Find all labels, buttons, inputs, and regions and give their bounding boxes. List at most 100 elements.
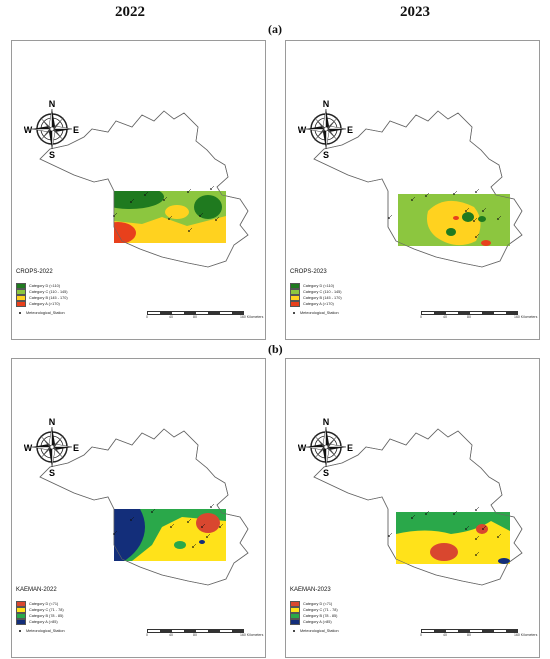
station-marker xyxy=(187,518,192,523)
compass-north-label: N xyxy=(323,417,330,427)
scale-tick: 160 Kilometers xyxy=(514,315,538,319)
compass-rose-icon: N S W E xyxy=(298,417,353,477)
legend-swatch xyxy=(16,301,26,307)
station-marker xyxy=(497,215,502,220)
legend-item: Category B (145 - 170) xyxy=(16,295,68,301)
legend-label: Category B (145 - 170) xyxy=(303,296,342,300)
legend-label: Category D (<110) xyxy=(303,284,335,288)
compass-west-label: W xyxy=(24,125,33,135)
legend-station-label: Meteorological_Station xyxy=(26,311,65,315)
legend-label: Category B (78 - 85) xyxy=(303,614,338,618)
station-marker xyxy=(113,530,118,535)
scale-tick: 40 xyxy=(443,315,447,319)
compass-north-label: N xyxy=(49,99,56,109)
legend-station-label: Meteorological_Station xyxy=(300,629,339,633)
station-marker xyxy=(199,212,204,217)
legend-item: Category C (71 - 78) xyxy=(16,607,65,613)
legend-item: Category D (<71) xyxy=(290,601,339,607)
compass-west-label: W xyxy=(298,443,307,453)
scale-tick: 0 xyxy=(146,315,148,319)
scale-tick: 80 xyxy=(193,633,197,637)
legend-item: Category B (145 - 170) xyxy=(290,295,342,301)
legend-item: Category D (<71) xyxy=(16,601,65,607)
region-map xyxy=(313,428,523,586)
legend-swatch xyxy=(16,619,26,625)
station-marker xyxy=(475,535,480,540)
map-panel-kaeman-2023: N S W E KAEMAN-2023 Category D (<71) Cate… xyxy=(285,358,540,658)
legend-item: Category C (110 - 145) xyxy=(16,289,68,295)
station-marker xyxy=(210,503,215,508)
region-map xyxy=(39,428,249,586)
station-marker xyxy=(475,188,480,193)
legend-item: Category A (>85) xyxy=(16,619,65,625)
compass-rose-icon: N S W E xyxy=(24,99,79,159)
scale-tick: 40 xyxy=(169,315,173,319)
station-marker xyxy=(168,215,173,220)
legend-label: Category A (>170) xyxy=(29,302,60,306)
legend-label: Category C (110 - 145) xyxy=(303,290,342,294)
map-legend: Category D (<71) Category C (71 - 78) Cate… xyxy=(16,601,65,635)
station-marker xyxy=(215,216,220,221)
station-marker xyxy=(388,214,393,219)
legend-item-station: Meteorological_Station xyxy=(16,309,68,317)
legend-swatch xyxy=(290,613,300,619)
interpolation-surface xyxy=(396,512,510,564)
legend-label: Category D (<71) xyxy=(29,602,59,606)
legend-item: Category A (>170) xyxy=(290,301,342,307)
station-marker xyxy=(425,510,430,515)
station-marker xyxy=(388,532,393,537)
legend-swatch xyxy=(290,283,300,289)
station-dot-icon xyxy=(293,312,295,314)
legend-item: Category A (>170) xyxy=(16,301,68,307)
legend-label: Category D (<110) xyxy=(29,284,61,288)
map-title: CROPS-2022 xyxy=(16,269,53,275)
column-title-2023: 2023 xyxy=(400,4,430,20)
map-panel-crops-2023: N S W E CROPS-2023 Category D (<110) Cate… xyxy=(285,40,540,340)
legend-label: Category D (<71) xyxy=(303,602,333,606)
legend-label: Category A (>85) xyxy=(303,620,332,624)
station-marker xyxy=(210,185,215,190)
subfigure-label-a: (a) xyxy=(268,22,282,36)
compass-east-label: E xyxy=(73,125,79,135)
station-marker xyxy=(206,533,211,538)
compass-south-label: S xyxy=(49,150,55,159)
map-legend: Category D (<71) Category C (71 - 78) Cate… xyxy=(290,601,339,635)
legend-label: Category C (110 - 145) xyxy=(29,290,68,294)
station-marker xyxy=(113,212,118,217)
legend-swatch xyxy=(16,289,26,295)
station-marker xyxy=(411,196,416,201)
interpolation-surface xyxy=(398,194,510,246)
station-marker xyxy=(453,510,458,515)
legend-label: Category A (>170) xyxy=(303,302,334,306)
scale-tick: 80 xyxy=(467,315,471,319)
station-marker xyxy=(475,233,480,238)
legend-label: Category C (71 - 78) xyxy=(303,608,338,612)
legend-swatch xyxy=(290,289,300,295)
legend-item: Category B (78 - 85) xyxy=(290,613,339,619)
compass-east-label: E xyxy=(347,125,353,135)
scale-tick: 80 xyxy=(467,633,471,637)
station-marker xyxy=(188,227,193,232)
compass-west-label: W xyxy=(24,443,33,453)
scale-tick: 160 Kilometers xyxy=(240,633,264,637)
legend-station-label: Meteorological_Station xyxy=(300,311,339,315)
station-dot-icon xyxy=(19,312,21,314)
map-panel-kaeman-2022: N S W E KAEMAN-2022 Category D (<71) Cate… xyxy=(11,358,266,658)
legend-swatch xyxy=(16,283,26,289)
map-title: KAEMAN-2023 xyxy=(290,587,331,593)
legend-label: Category C (71 - 78) xyxy=(29,608,64,612)
region-map xyxy=(313,110,523,268)
station-dot-icon xyxy=(293,630,295,632)
legend-item: Category C (71 - 78) xyxy=(290,607,339,613)
legend-swatch xyxy=(290,619,300,625)
region-map xyxy=(39,110,249,268)
station-marker xyxy=(130,516,135,521)
station-marker xyxy=(201,523,206,528)
station-marker xyxy=(192,543,197,548)
compass-east-label: E xyxy=(347,443,353,453)
legend-label: Category A (>85) xyxy=(29,620,58,624)
legend-item: Category A (>85) xyxy=(290,619,339,625)
legend-item: Category B (78 - 85) xyxy=(16,613,65,619)
legend-swatch xyxy=(290,301,300,307)
interpolation-surface xyxy=(114,191,226,243)
